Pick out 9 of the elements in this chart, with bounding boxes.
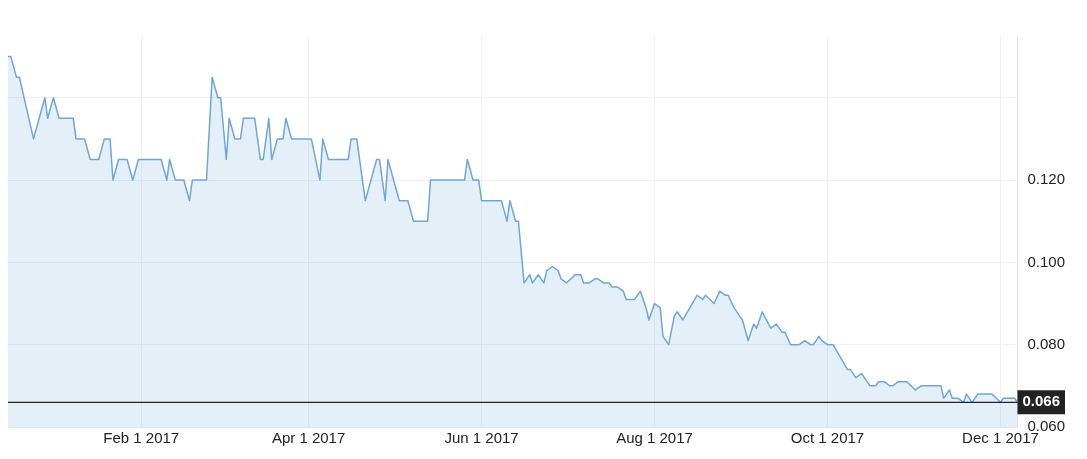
x-tick-label: Feb 1 2017	[103, 429, 180, 447]
y-tick-label: 0.120	[1027, 170, 1066, 188]
x-tick-label: Aug 1 2017	[616, 429, 693, 447]
ref-line-label: 0.066	[1022, 392, 1061, 410]
y-tick-label: 0.080	[1027, 334, 1066, 352]
x-tick-label: Oct 1 2017	[790, 429, 865, 447]
x-tick-label: Jun 1 2017	[444, 429, 519, 447]
x-tick-label: Apr 1 2017	[271, 429, 346, 447]
y-tick-label: 0.100	[1027, 252, 1066, 270]
